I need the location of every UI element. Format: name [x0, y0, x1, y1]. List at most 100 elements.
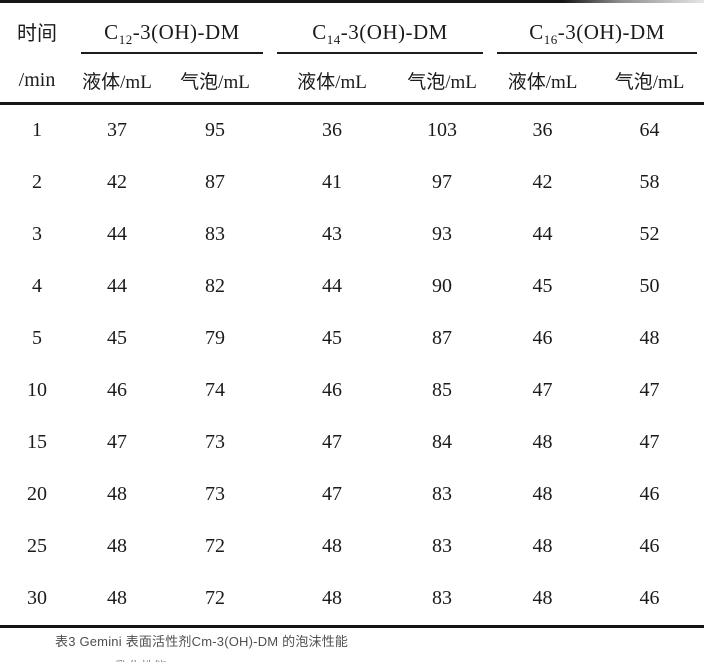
table-row: 4 44 82 44 90 45 50 [0, 261, 704, 313]
time-cell: 30 [0, 572, 74, 628]
value-cell: 48 [532, 535, 553, 557]
header-row-subcolumns: /min 液体/mL 气泡/mL 液体/mL 气泡/mL 液体/mL 气泡/mL [0, 59, 704, 105]
value-cell: 50 [639, 275, 660, 297]
value-cell: 46 [639, 483, 660, 505]
value-cell: 48 [639, 327, 660, 349]
group-header-c12: C12-3(OH)-DM [74, 3, 270, 59]
table-row: 25 48 72 48 83 48 46 [0, 521, 704, 573]
value-cell: 83 [432, 535, 453, 557]
value-cell: 43 [322, 223, 343, 245]
value-cell: 44 [322, 275, 343, 297]
group-header-c14-text: C14-3(OH)-DM [277, 8, 484, 54]
table-row: 1 37 95 36 103 36 64 [0, 103, 704, 157]
time-header-line2: /min [0, 59, 74, 105]
value-cell: 82 [205, 275, 225, 297]
time-cell: 15 [27, 431, 47, 453]
value-cell: 48 [270, 572, 395, 628]
value-cell: 45 [107, 327, 127, 349]
group-header-c16: C16-3(OH)-DM [490, 3, 704, 59]
value-cell: 42 [532, 171, 553, 193]
group-header-c12-text: C12-3(OH)-DM [81, 8, 264, 54]
table-row: 3 44 83 43 93 44 52 [0, 209, 704, 261]
value-cell: 48 [532, 431, 553, 453]
value-cell: 83 [205, 223, 225, 245]
table-top-rule [0, 0, 704, 3]
clipped-next-line: 乳化性能 [115, 656, 315, 662]
value-cell: 47 [639, 379, 660, 401]
subscript-12: 12 [118, 32, 133, 48]
subheader-c16-liquid: 液体/mL [490, 59, 596, 105]
value-cell: 44 [107, 275, 127, 297]
value-cell: 44 [107, 223, 127, 245]
value-cell: 46 [595, 572, 704, 628]
time-cell: 3 [32, 223, 42, 245]
time-cell: 10 [27, 379, 47, 401]
value-cell: 79 [205, 327, 225, 349]
value-cell: 52 [639, 223, 660, 245]
value-cell: 48 [107, 535, 127, 557]
subheader-c12-bubble: 气泡/mL [160, 59, 271, 105]
value-cell: 36 [322, 119, 343, 141]
value-cell: 44 [532, 223, 553, 245]
value-cell: 48 [532, 483, 553, 505]
subscript-16: 16 [543, 32, 558, 48]
value-cell: 47 [322, 431, 343, 453]
value-cell: 87 [432, 327, 453, 349]
value-cell: 48 [322, 535, 343, 557]
value-cell: 48 [490, 572, 596, 628]
value-cell: 45 [322, 327, 343, 349]
value-cell: 90 [432, 275, 453, 297]
value-cell: 37 [107, 119, 127, 141]
subscript-14: 14 [326, 32, 341, 48]
value-cell: 72 [205, 535, 225, 557]
value-cell: 73 [205, 431, 225, 453]
subheader-c14-liquid: 液体/mL [270, 59, 395, 105]
table-row: 20 48 73 47 83 48 46 [0, 469, 704, 521]
value-cell: 93 [432, 223, 453, 245]
table-body: 1 37 95 36 103 36 64 2 42 87 41 97 42 58 3 44 83 43 93 44 52… [0, 103, 704, 628]
table-row: 10 46 74 46 85 47 47 [0, 365, 704, 417]
value-cell: 45 [532, 275, 553, 297]
value-cell: 72 [160, 572, 271, 628]
value-cell: 97 [432, 171, 453, 193]
time-cell: 4 [32, 275, 42, 297]
time-cell: 25 [27, 535, 47, 557]
time-header-line1: 时间 [17, 22, 57, 45]
value-cell: 41 [322, 171, 343, 193]
value-cell: 46 [322, 379, 343, 401]
time-cell: 5 [32, 327, 42, 349]
value-cell: 58 [639, 171, 660, 193]
value-cell: 47 [107, 431, 127, 453]
value-cell: 103 [427, 119, 458, 141]
value-cell: 85 [432, 379, 453, 401]
value-cell: 48 [107, 483, 127, 505]
time-cell: 20 [27, 483, 47, 505]
subheader-c16-bubble: 气泡/mL [595, 59, 704, 105]
header-row-groups: 时间 C12-3(OH)-DM C14-3(OH)-DM C16-3(OH)-D… [0, 3, 704, 59]
table-row: 5 45 79 45 87 46 48 [0, 313, 704, 365]
table-row: 15 47 73 47 84 48 47 [0, 417, 704, 469]
value-cell: 46 [532, 327, 553, 349]
table-header: 时间 C12-3(OH)-DM C14-3(OH)-DM C16-3(OH)-D… [0, 3, 704, 105]
value-cell: 95 [205, 119, 225, 141]
foam-performance-table: 时间 C12-3(OH)-DM C14-3(OH)-DM C16-3(OH)-D… [0, 3, 704, 628]
group-header-c16-text: C16-3(OH)-DM [497, 8, 698, 54]
group-header-c14: C14-3(OH)-DM [270, 3, 490, 59]
subheader-c14-bubble: 气泡/mL [394, 59, 491, 105]
value-cell: 48 [74, 572, 160, 628]
time-cell: 2 [32, 171, 42, 193]
table-row: 30 48 72 48 83 48 46 [0, 572, 704, 628]
value-cell: 46 [107, 379, 127, 401]
value-cell: 87 [205, 171, 225, 193]
table-caption: 表3 Gemini 表面活性剂Cm-3(OH)-DM 的泡沫性能 [55, 634, 349, 649]
value-cell: 64 [639, 119, 660, 141]
value-cell: 42 [107, 171, 127, 193]
table-row: 2 42 87 41 97 42 58 [0, 157, 704, 209]
value-cell: 73 [205, 483, 225, 505]
value-cell: 83 [394, 572, 491, 628]
value-cell: 83 [432, 483, 453, 505]
value-cell: 47 [639, 431, 660, 453]
value-cell: 46 [639, 535, 660, 557]
value-cell: 84 [432, 431, 453, 453]
value-cell: 74 [205, 379, 225, 401]
